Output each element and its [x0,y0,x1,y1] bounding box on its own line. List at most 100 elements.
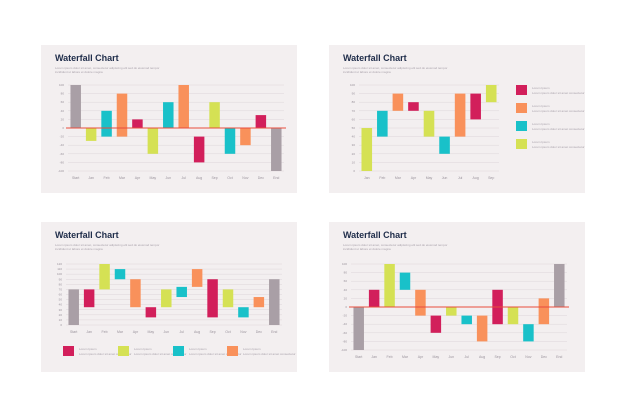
bar-jan [361,128,373,171]
y-tick-label: 110 [57,267,62,271]
x-tick-label: Jul [464,355,469,359]
x-tick-label: Aug [479,355,485,359]
bar-jul [461,315,472,325]
x-tick-label: End [556,355,562,359]
legend-swatch [516,121,527,131]
y-tick-label: 90 [352,92,356,96]
y-tick-label: 10 [352,160,356,164]
x-tick-label: May [433,355,440,359]
y-tick-label: 40 [344,288,348,292]
x-tick-label: Start [72,176,79,180]
x-tick-label: Mar [395,176,402,180]
x-tick-label: Jan [371,355,377,359]
bar-may [430,315,442,333]
bar-sep [207,279,218,318]
x-tick-label: Aug [473,176,479,180]
y-tick-label: 40 [352,135,356,139]
y-tick-label: 60 [61,100,65,104]
x-tick-label: Oct [225,330,230,334]
bar-may [145,307,157,318]
legend-text: Lorem ipsum dolor sit amet consectetur [243,352,296,356]
legend-text: Lorem ipsum dolor sit amet consectetur [189,352,242,356]
x-tick-label: Jun [448,355,454,359]
y-tick-label: 60 [352,117,356,121]
y-tick-label: 80 [352,100,356,104]
bar-jul [178,85,189,128]
legend-text: Lorem ipsum dolor sit amet consectetur [532,145,585,149]
bar-dec [253,297,265,308]
x-tick-label: Aug [194,330,200,334]
x-tick-label: Jul [181,176,186,180]
legend-swatch [516,139,527,149]
y-tick-label: 0 [353,169,355,173]
x-tick-label: Jun [165,176,171,180]
x-tick-label: Dec [541,355,547,359]
legend-label: Lorem Ipsum [532,104,550,108]
y-tick-label: -40 [343,322,348,326]
chart-card-4: Waterfall Chart Lorem ipsum dolor sit am… [329,222,585,372]
legend-text: Lorem ipsum dolor sit amet consectetur [532,109,585,113]
bar-dec [538,298,550,325]
x-tick-label: Apr [133,330,139,334]
y-tick-label: 50 [59,298,63,302]
legend-text: Lorem ipsum dolor sit amet consectetur [134,352,187,356]
y-tick-label: 100 [59,83,64,87]
x-tick-label: Feb [102,330,108,334]
bar-mar [392,93,404,111]
bar-aug [191,269,203,287]
x-tick-label: Aug [196,176,202,180]
bar-end [269,279,280,325]
bar-jun [161,289,172,308]
y-tick-label: 80 [344,271,348,275]
legend-label: Lorem Ipsum [243,347,261,351]
x-tick-label: Start [70,330,77,334]
y-tick-label: 80 [61,92,65,96]
x-tick-label: Oct [510,355,515,359]
chart-card-3: Waterfall Chart Lorem ipsum dolor sit am… [41,222,297,372]
y-tick-label: 0 [345,305,347,309]
bar-oct [507,307,519,325]
y-tick-label: 0 [62,126,64,130]
bar-jun [446,307,457,316]
x-tick-label: Mar [119,176,126,180]
y-tick-label: 100 [342,262,347,266]
bar-may [423,110,435,137]
chart-title: Waterfall Chart [343,53,407,63]
x-tick-label: Jan [364,176,370,180]
bar-apr [130,279,141,308]
bar-sep [485,85,497,103]
bar-oct [224,128,236,154]
legend-swatch [516,85,527,95]
bar-feb [101,110,112,137]
x-tick-label: May [148,330,155,334]
legend-text: Lorem ipsum dolor sit amet consectetur [532,91,585,95]
x-tick-label: Apr [411,176,417,180]
bar-end [271,128,282,171]
y-tick-label: -100 [341,348,347,352]
y-tick-label: 20 [344,296,348,300]
x-tick-label: May [150,176,157,180]
y-tick-label: 80 [59,282,63,286]
x-tick-label: Mar [117,330,124,334]
x-tick-label: Jan [88,176,94,180]
x-tick-label: Nov [525,355,531,359]
bar-nov [523,324,534,342]
x-tick-label: Apr [135,176,141,180]
chart-title: Waterfall Chart [343,230,407,240]
bar-jan [83,289,95,308]
bar-jul [176,286,187,298]
bar-jun [439,136,450,154]
x-tick-label: End [273,176,279,180]
x-tick-label: Start [355,355,362,359]
x-tick-label: End [271,330,277,334]
y-tick-label: 30 [59,308,63,312]
x-tick-label: Sep [488,176,494,180]
bar-apr [415,289,426,316]
y-tick-label: 100 [350,83,355,87]
bar-mar [116,93,128,137]
y-tick-label: -40 [60,143,65,147]
x-tick-label: Nov [242,176,248,180]
legend-text: Lorem ipsum dolor sit amet consectetur [532,127,585,131]
